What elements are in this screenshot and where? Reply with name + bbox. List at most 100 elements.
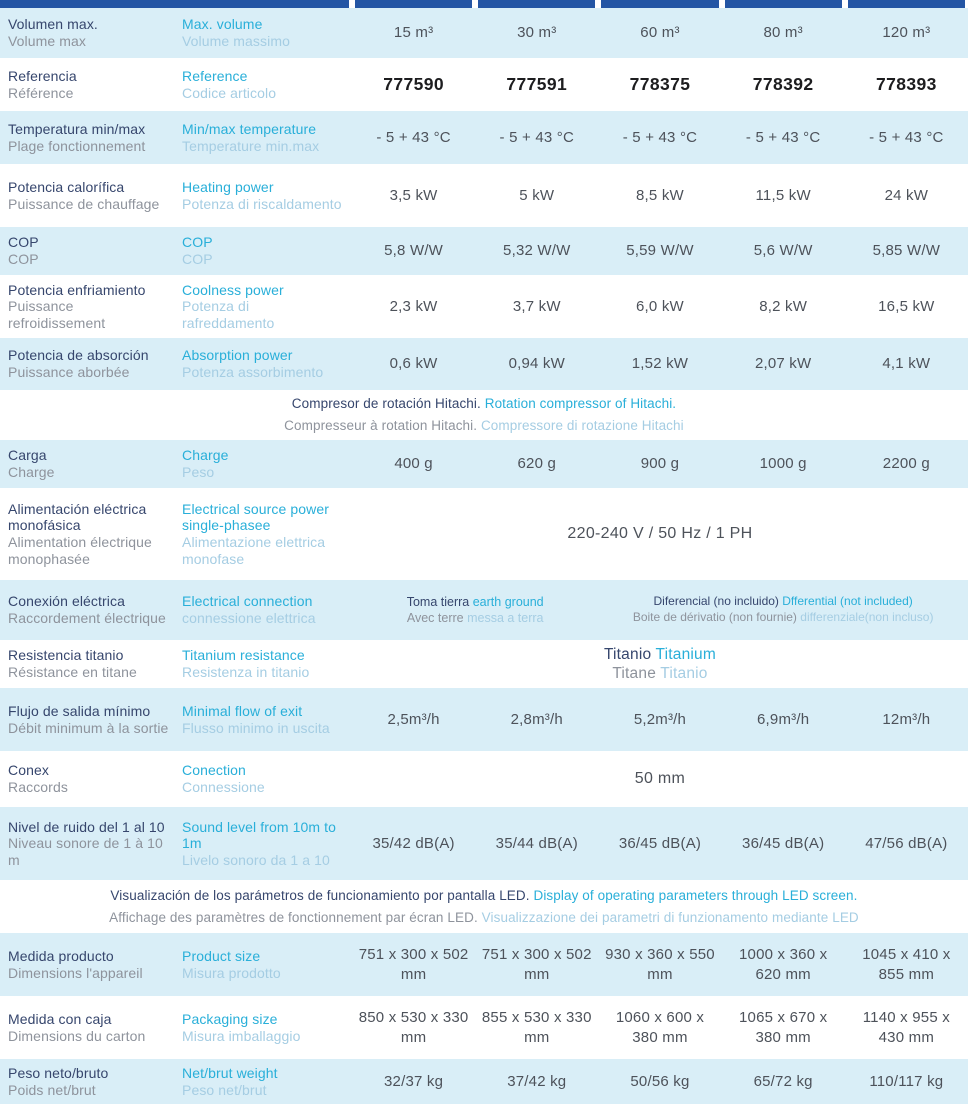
note-line: Compresseur à rotation Hitachi. Compress… bbox=[284, 415, 684, 437]
label-es-fr: COP COP bbox=[0, 227, 180, 275]
row-product-size: Medida producto Dimensions l'appareil Prod… bbox=[0, 933, 968, 996]
value-cell: 37/42 kg bbox=[507, 1072, 567, 1090]
label-primary: Absorption power bbox=[182, 347, 293, 364]
label-primary: Minimal flow of exit bbox=[182, 702, 303, 719]
header-bar bbox=[0, 0, 968, 8]
label-secondary: Codice articolo bbox=[182, 84, 277, 101]
row-conex: Conex Raccords Conection Connessione 50 mm bbox=[0, 751, 968, 807]
value-cell: 5,2m³/h bbox=[633, 710, 687, 728]
row-packaging-size: Medida con caja Dimensions du carton Packa… bbox=[0, 996, 968, 1059]
label-primary: Referencia bbox=[8, 67, 77, 84]
label-en-it: Heating power Potenza di riscaldamento bbox=[180, 164, 352, 227]
value-cell: 620 g bbox=[517, 455, 557, 473]
label-secondary: Potenza di riscaldamento bbox=[182, 195, 342, 212]
header-bar-col-3 bbox=[601, 0, 719, 8]
header-bar-labels bbox=[0, 0, 349, 8]
note-line: Visualización de los parámetros de funci… bbox=[110, 885, 857, 907]
text-segment: Affichage des paramètres de fonctionneme… bbox=[109, 909, 482, 925]
value-cell-span: Titanio Titanium Titane Titanio bbox=[352, 640, 968, 688]
value-cell: 1045 x 410 x 855 mm bbox=[862, 946, 951, 983]
row-weight: Peso neto/bruto Poids net/brut Net/brut we… bbox=[0, 1059, 968, 1105]
label-secondary: Volume max bbox=[8, 33, 87, 49]
text-segment: Compresseur à rotation Hitachi. bbox=[284, 418, 481, 433]
label-es-fr: Nivel de ruido del 1 al 10 Niveau sonore … bbox=[0, 807, 180, 880]
value-line: Boite de dérivatio (non fournie) differe… bbox=[633, 610, 934, 626]
label-primary: Heating power bbox=[182, 178, 274, 195]
value-cell: 3,5 kW bbox=[389, 186, 438, 204]
row-power-supply: Alimentación eléctrica monofásica Aliment… bbox=[0, 488, 968, 580]
value-cell: 777590 bbox=[383, 74, 444, 95]
label-secondary: Alimentation électrique monophasée bbox=[8, 534, 152, 567]
value-line: Titane Titanio bbox=[612, 664, 707, 683]
label-secondary: COP bbox=[182, 251, 213, 267]
note-text: Compresor de rotación Hitachi. Rotation … bbox=[0, 390, 968, 440]
label-en-it: Electrical source power single-phasee Ali… bbox=[180, 488, 352, 580]
label-secondary: Raccordement électrique bbox=[8, 610, 166, 626]
text-segment: Dfferential (not included) bbox=[782, 594, 913, 609]
label-secondary: Résistance en titane bbox=[8, 664, 137, 680]
label-en-it: Charge Peso bbox=[180, 440, 352, 488]
label-primary: COP bbox=[8, 234, 39, 251]
row-cop: COP COP COP COP 5,8 W/W 5,32 W/W 5,59 W/W 5,6 W… bbox=[0, 227, 968, 275]
label-primary: Reference bbox=[182, 67, 248, 84]
value-cell: 60 m³ bbox=[640, 24, 680, 42]
text-segment: Rotation compressor of Hitachi. bbox=[484, 396, 677, 412]
value-cell: 8,2 kW bbox=[759, 297, 808, 315]
value-cell: 778392 bbox=[752, 74, 814, 95]
label-secondary: Dimensions du carton bbox=[8, 1027, 146, 1044]
value-cell: 6,9m³/h bbox=[757, 710, 810, 728]
row-charge: Carga Charge Charge Peso 400 g 620 g 900 g 1000… bbox=[0, 440, 968, 488]
value-cell: 2200 g bbox=[882, 455, 930, 473]
label-primary: Electrical source power single-phasee bbox=[182, 500, 330, 534]
value-cell: 4,1 kW bbox=[882, 355, 931, 373]
value-cell: 0,94 kW bbox=[508, 355, 565, 373]
label-en-it: Packaging size Misura imballaggio bbox=[180, 996, 352, 1059]
value-cell: - 5 + 43 °C bbox=[745, 128, 821, 146]
value-cell-span: 50 mm bbox=[634, 770, 686, 787]
row-titanium: Resistencia titanio Résistance en titane T… bbox=[0, 640, 968, 688]
row-heating: Potencia calorífica Puissance de chauffag… bbox=[0, 164, 968, 227]
value-cell: 1140 x 955 x 430 mm bbox=[862, 1009, 950, 1046]
value-cell: 850 x 530 x 330 mm bbox=[358, 1009, 469, 1046]
header-bar-col-2 bbox=[478, 0, 596, 8]
row-absorption: Potencia de absorción Puissance aborbée Ab… bbox=[0, 338, 968, 390]
value-cell: 5,8 W/W bbox=[384, 242, 444, 260]
value-cell: - 5 + 43 °C bbox=[376, 128, 451, 146]
label-secondary: Potenza di rafreddamento bbox=[182, 298, 275, 331]
label-secondary: Puissance refroidissement bbox=[8, 298, 106, 331]
text-segment: Compresor de rotación Hitachi. bbox=[291, 396, 485, 412]
label-primary: Medida producto bbox=[8, 947, 114, 964]
value-cell: 778375 bbox=[629, 74, 691, 95]
label-es-fr: Flujo de salida mínimo Débit minimum à la… bbox=[0, 688, 180, 751]
note-text: Visualización de los parámetros de funci… bbox=[0, 880, 968, 933]
label-secondary: Livelo sonoro da 1 a 10 bbox=[182, 851, 330, 868]
label-primary: Sound level from 10m to 1m bbox=[182, 818, 337, 852]
label-primary: COP bbox=[182, 234, 213, 251]
text-segment: Compressore di rotazione Hitachi bbox=[480, 418, 684, 433]
label-secondary: Débit minimum à la sortie bbox=[8, 719, 169, 736]
value-cell: 47/56 dB(A) bbox=[865, 834, 948, 852]
value-cell: 35/44 dB(A) bbox=[495, 834, 578, 852]
label-secondary: Charge bbox=[8, 464, 55, 480]
label-en-it: Titanium resistance Resistenza in titanio bbox=[180, 640, 352, 688]
label-secondary: connessione elettrica bbox=[182, 610, 316, 626]
label-secondary: Peso net/brut bbox=[182, 1081, 267, 1098]
row-flow: Flujo de salida mínimo Débit minimum à la… bbox=[0, 688, 968, 751]
label-secondary: Référence bbox=[8, 84, 74, 101]
value-line: Diferencial (no incluido) Dfferential (n… bbox=[654, 594, 913, 610]
row-reference: Referencia Référence Reference Codice artic… bbox=[0, 58, 968, 111]
label-secondary: Resistenza in titanio bbox=[182, 664, 310, 680]
label-primary: Electrical connection bbox=[182, 593, 313, 610]
text-segment: Toma tierra bbox=[406, 594, 473, 609]
label-primary: Net/brut weight bbox=[182, 1065, 278, 1081]
header-bar-col-5 bbox=[847, 0, 965, 8]
label-es-fr: Potencia de absorción Puissance aborbée bbox=[0, 338, 180, 390]
label-primary: Titanium resistance bbox=[182, 647, 305, 664]
label-es-fr: Volumen max. Volume max bbox=[0, 8, 180, 58]
label-primary: Medida con caja bbox=[8, 1010, 112, 1027]
value-cell: 5,32 W/W bbox=[503, 242, 571, 260]
value-cell: 3,7 kW bbox=[512, 297, 561, 315]
label-primary: Resistencia titanio bbox=[8, 647, 124, 664]
value-line: Titanio Titanium bbox=[604, 645, 716, 664]
text-segment: Titanio bbox=[603, 645, 656, 663]
